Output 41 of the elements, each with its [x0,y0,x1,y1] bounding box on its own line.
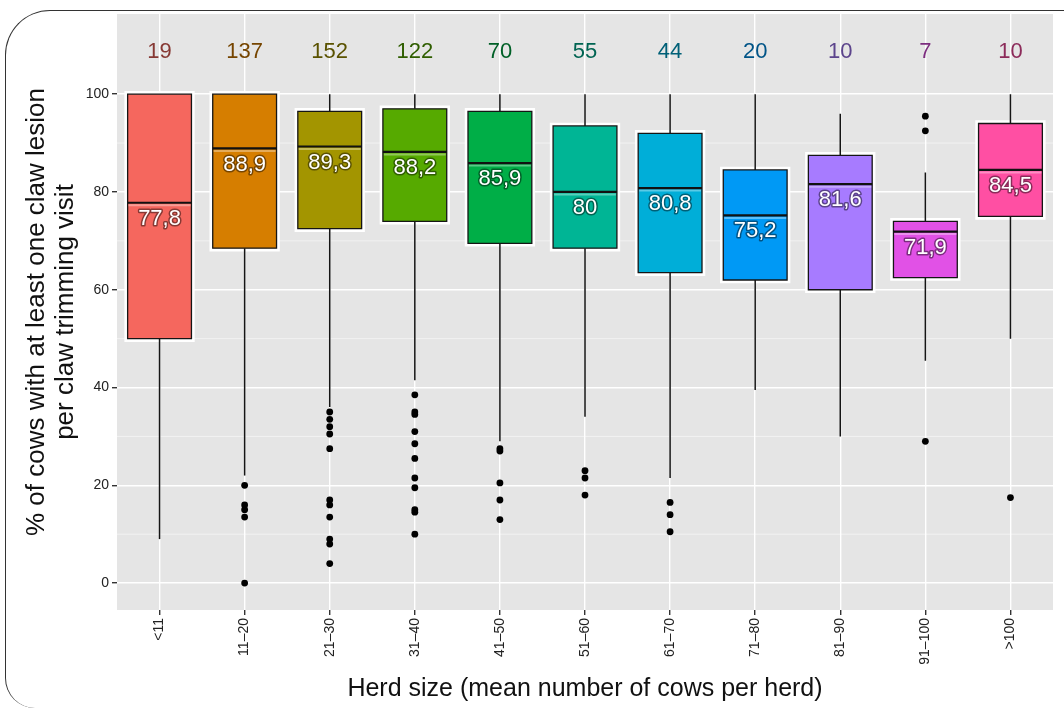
annotation: 88,2 [393,153,437,179]
y-tick-label: 40 [93,378,110,395]
x-tick-label: 91–100 [916,617,933,665]
x-tick-label: >100 [1001,617,1018,650]
annotation: 19 [147,38,172,64]
annotation: 88,9 [223,150,267,176]
y-tick-label: 20 [93,476,110,493]
annotation: 84,5 [989,172,1032,198]
annotation: 80,8 [648,190,692,216]
y-tick-label: 0 [101,573,110,590]
x-tick-label: 21–30 [320,617,337,657]
annotation: 7 [919,38,932,64]
annotation: 70 [487,38,513,64]
x-tick-label: <11 [150,617,167,641]
annotation: 71,9 [903,233,947,259]
y-tick-label: 100 [85,85,110,102]
x-tick-label: 51–60 [575,617,592,657]
annotation: 122 [396,38,434,64]
annotation: 80 [572,194,598,220]
x-tick-label: 11–20 [235,617,252,656]
x-tick-label: 31–40 [405,617,422,657]
annotation: 89,3 [308,148,352,174]
annotation: 10 [998,38,1023,64]
x-tick-label: 71–80 [746,617,763,657]
y-tick-label: 80 [93,182,110,199]
annotation: 20 [742,38,768,64]
annotation: 81,6 [818,186,862,212]
annotation: 137 [226,38,263,64]
annotation: 85,9 [478,165,522,191]
x-tick-label: 41–50 [490,617,507,657]
x-axis-title: Herd size (mean number of cows per herd) [347,672,823,701]
y-axis-title: % of cows with at least one claw lesion per claw trimming visit [19,88,79,536]
annotation: 55 [572,38,598,64]
y-tick-label: 60 [93,280,110,297]
x-tick-label: 61–70 [660,617,677,657]
annotation: 44 [657,38,683,64]
annotation: 75,2 [733,217,777,243]
annotation: 152 [311,38,349,64]
x-tick-label: 81–90 [831,617,848,657]
annotation: 10 [828,38,853,64]
annotation: 77,8 [138,204,181,230]
